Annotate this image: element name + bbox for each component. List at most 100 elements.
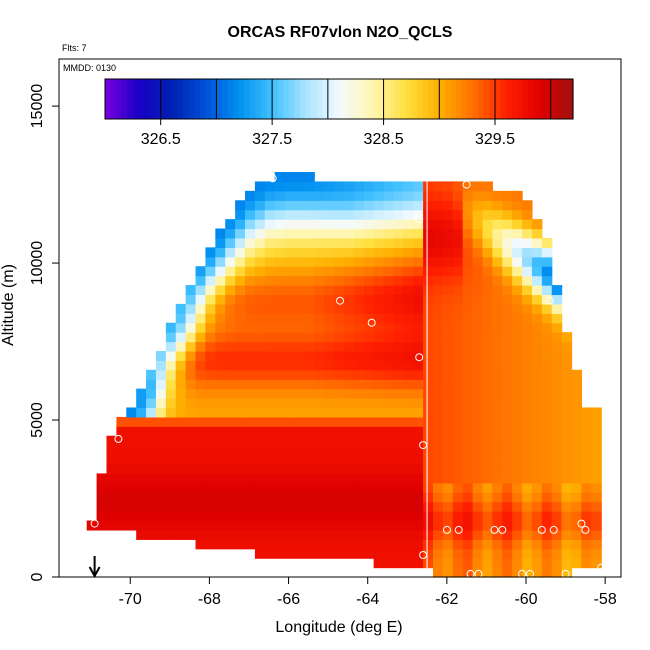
heatmap-cell: [531, 492, 543, 503]
heatmap-cell: [353, 200, 365, 211]
heatmap-cell: [353, 360, 365, 371]
heatmap-cell: [423, 266, 434, 277]
colorbar-segment: [177, 79, 184, 119]
heatmap-cell: [591, 482, 602, 493]
heatmap-cell: [175, 350, 187, 361]
heatmap-cell: [413, 529, 424, 540]
heatmap-cell: [314, 190, 325, 201]
heatmap-cell: [393, 454, 404, 465]
heatmap-cell: [393, 190, 404, 201]
colorbar-segment: [372, 79, 379, 119]
heatmap-cell: [492, 350, 503, 361]
heatmap-cell: [541, 332, 553, 343]
heatmap-cell: [531, 463, 543, 474]
heatmap-cell: [334, 228, 345, 239]
heatmap-cell: [334, 529, 345, 540]
heatmap-cell: [274, 172, 286, 183]
heatmap-cell: [472, 398, 484, 409]
heatmap-cell: [155, 463, 167, 474]
heatmap-cell: [452, 529, 464, 540]
heatmap-cell: [492, 303, 503, 314]
heatmap-cell: [205, 275, 216, 286]
heatmap-cell: [205, 256, 216, 267]
heatmap-cell: [393, 482, 404, 493]
heatmap-cell: [433, 463, 444, 474]
heatmap-cell: [146, 492, 157, 503]
heatmap-cell: [512, 435, 523, 446]
heatmap-cell: [492, 285, 503, 296]
colorbar-segment: [366, 79, 374, 119]
heatmap-cell: [462, 360, 474, 371]
heatmap-cell: [403, 454, 414, 465]
heatmap-cell: [294, 341, 305, 352]
heatmap-cell: [591, 558, 602, 569]
heatmap-cell: [294, 398, 305, 409]
heatmap-cell: [591, 539, 602, 550]
heatmap-cell: [403, 322, 414, 333]
heatmap-cell: [175, 501, 187, 512]
heatmap-cell: [531, 237, 543, 248]
heatmap-cell: [512, 369, 523, 380]
heatmap-cell: [383, 275, 395, 286]
heatmap-cell: [254, 435, 266, 446]
heatmap-cell: [571, 398, 583, 409]
heatmap-cell: [561, 567, 573, 578]
heatmap-cell: [423, 463, 434, 474]
heatmap-cell: [334, 294, 345, 305]
heatmap-cell: [324, 520, 335, 531]
heatmap-cell: [205, 350, 216, 361]
heatmap-cell: [334, 520, 345, 531]
heatmap-cell: [165, 388, 177, 399]
heatmap-cell: [492, 190, 503, 201]
heatmap-cell: [294, 379, 305, 390]
heatmap-cell: [343, 350, 355, 361]
heatmap-cell: [502, 247, 513, 258]
heatmap-cell: [561, 548, 573, 559]
heatmap-cell: [502, 341, 513, 352]
heatmap-cell: [314, 501, 325, 512]
heatmap-cell: [146, 463, 157, 474]
heatmap-cell: [146, 398, 157, 409]
heatmap-cell: [452, 435, 464, 446]
heatmap-cell: [284, 360, 296, 371]
heatmap-cell: [264, 529, 276, 540]
heatmap-cell: [334, 416, 345, 427]
heatmap-cell: [264, 294, 276, 305]
heatmap-cell: [462, 492, 474, 503]
heatmap-cell: [541, 501, 553, 512]
heatmap-cell: [155, 388, 167, 399]
heatmap-cell: [294, 256, 305, 267]
heatmap-cell: [245, 454, 256, 465]
heatmap-cell: [116, 501, 127, 512]
heatmap-cell: [343, 435, 355, 446]
colorbar-segment: [238, 79, 245, 119]
heatmap-cell: [502, 511, 513, 522]
heatmap-cell: [452, 237, 464, 248]
heatmap-cell: [442, 322, 454, 333]
heatmap-cell: [274, 473, 286, 484]
heatmap-cell: [462, 482, 474, 493]
heatmap-cell: [433, 511, 444, 522]
heatmap-cell: [225, 379, 236, 390]
heatmap-cell: [452, 398, 464, 409]
heatmap-cell: [165, 435, 177, 446]
heatmap-cell: [522, 426, 533, 437]
heatmap-cell: [452, 294, 464, 305]
heatmap-cell: [482, 313, 493, 324]
heatmap-cell: [423, 482, 434, 493]
heatmap-cell: [294, 172, 305, 183]
heatmap-cell: [254, 369, 266, 380]
heatmap-cell: [264, 256, 276, 267]
colorbar-segment: [528, 79, 535, 119]
heatmap-cell: [235, 209, 246, 220]
heatmap-cell: [482, 558, 493, 569]
heatmap-cell: [413, 482, 424, 493]
heatmap-cell: [383, 379, 395, 390]
heatmap-cell: [581, 501, 592, 512]
heatmap-cell: [304, 454, 315, 465]
heatmap-cell: [274, 511, 286, 522]
heatmap-cell: [462, 379, 474, 390]
heatmap-cell: [383, 529, 395, 540]
heatmap-cell: [314, 350, 325, 361]
heatmap-cell: [363, 539, 375, 550]
